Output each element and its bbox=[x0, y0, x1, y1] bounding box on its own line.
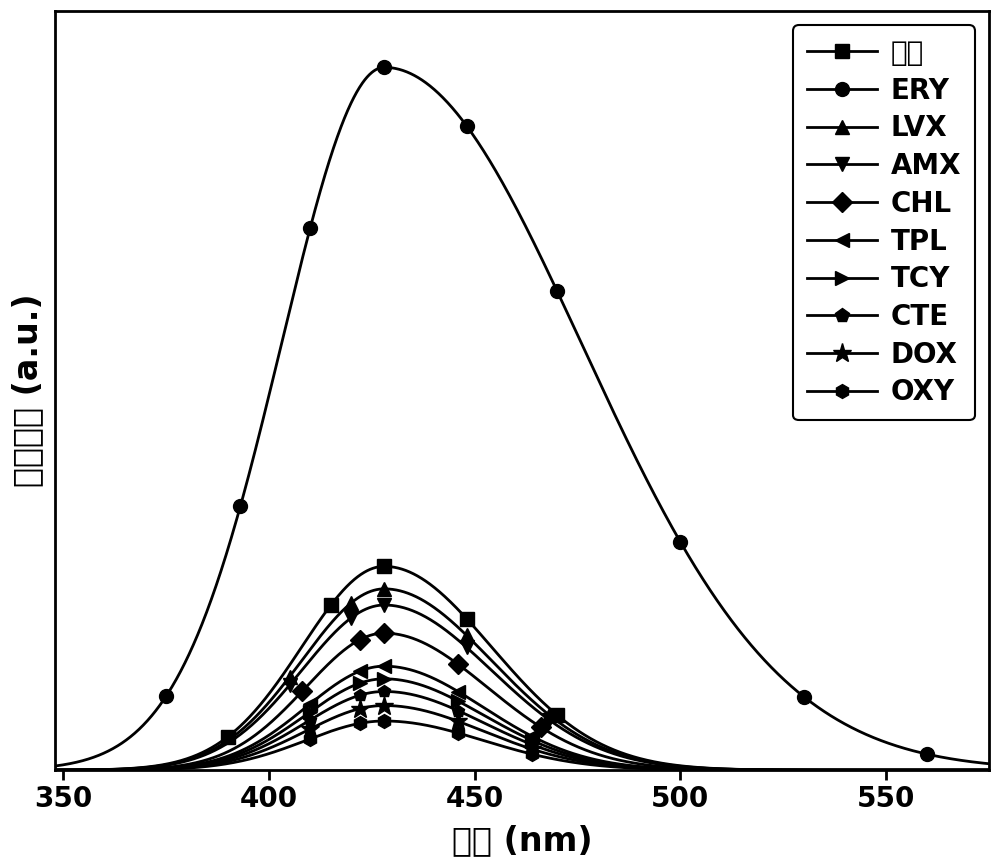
X-axis label: 波长 (nm): 波长 (nm) bbox=[452, 824, 592, 857]
Y-axis label: 发光强度 (a.u.): 发光强度 (a.u.) bbox=[11, 294, 44, 488]
Legend: 空白, ERY, LVX, AMX, CHL, TPL, TCY, CTE, DOX, OXY: 空白, ERY, LVX, AMX, CHL, TPL, TCY, CTE, D… bbox=[793, 25, 975, 420]
